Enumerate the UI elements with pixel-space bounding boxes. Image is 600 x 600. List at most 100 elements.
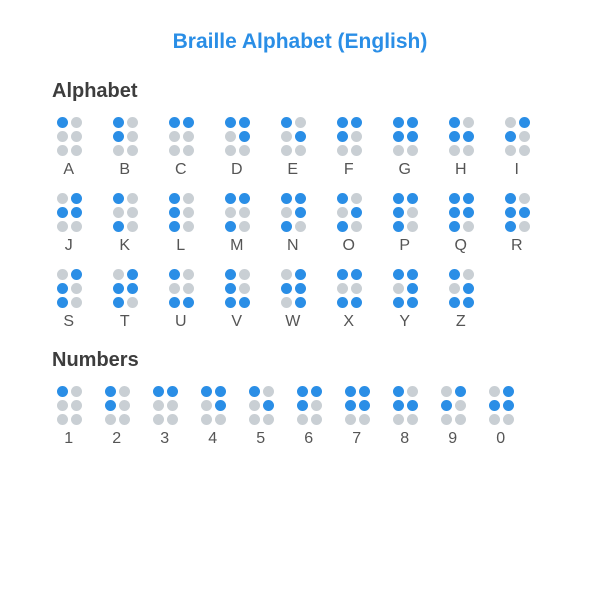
alphabet-cell: E — [274, 117, 312, 179]
alphabet-label: Z — [456, 313, 466, 331]
dot-raised — [127, 283, 138, 294]
dot-raised — [215, 400, 226, 411]
braille-pattern — [225, 117, 250, 156]
dot-raised — [239, 193, 250, 204]
dot-raised — [463, 207, 474, 218]
dot-raised — [393, 131, 404, 142]
alphabet-label: L — [176, 237, 185, 255]
dot-raised — [359, 400, 370, 411]
dot-raised — [225, 269, 236, 280]
dot-flat — [463, 145, 474, 156]
braille-pattern — [57, 117, 82, 156]
dot-raised — [57, 207, 68, 218]
dot-raised — [57, 297, 68, 308]
alphabet-cell: P — [386, 193, 424, 255]
number-label: 8 — [400, 430, 409, 448]
alphabet-label: B — [119, 161, 130, 179]
alphabet-cell: D — [218, 117, 256, 179]
dot-raised — [169, 193, 180, 204]
alphabet-label: U — [175, 313, 187, 331]
dot-raised — [225, 193, 236, 204]
dot-raised — [225, 297, 236, 308]
dot-raised — [505, 193, 516, 204]
dot-raised — [167, 386, 178, 397]
alphabet-label: O — [343, 237, 356, 255]
dot-raised — [351, 269, 362, 280]
dot-flat — [351, 131, 362, 142]
dot-raised — [449, 297, 460, 308]
alphabet-label: I — [515, 161, 520, 179]
dot-raised — [113, 297, 124, 308]
dot-raised — [113, 193, 124, 204]
dot-flat — [57, 400, 68, 411]
dot-flat — [71, 131, 82, 142]
dot-flat — [71, 414, 82, 425]
alphabet-label: V — [231, 313, 242, 331]
alphabet-cell: L — [162, 193, 200, 255]
dot-flat — [169, 283, 180, 294]
dot-raised — [71, 269, 82, 280]
dot-raised — [505, 221, 516, 232]
dot-flat — [455, 400, 466, 411]
dot-raised — [393, 221, 404, 232]
dot-flat — [127, 117, 138, 128]
alphabet-label: H — [455, 161, 467, 179]
dot-flat — [239, 283, 250, 294]
dot-flat — [407, 207, 418, 218]
alphabet-cell: H — [442, 117, 480, 179]
dot-flat — [57, 221, 68, 232]
dot-flat — [239, 269, 250, 280]
dot-flat — [183, 193, 194, 204]
dot-flat — [393, 414, 404, 425]
dot-raised — [505, 207, 516, 218]
dot-flat — [127, 297, 138, 308]
dot-raised — [153, 386, 164, 397]
alphabet-label: P — [399, 237, 410, 255]
dot-raised — [239, 117, 250, 128]
dot-flat — [57, 131, 68, 142]
section-heading-alphabet: Alphabet — [52, 80, 550, 103]
braille-pattern — [337, 193, 362, 232]
dot-raised — [449, 269, 460, 280]
dot-raised — [489, 400, 500, 411]
dot-raised — [215, 386, 226, 397]
dot-raised — [503, 400, 514, 411]
braille-pattern — [113, 117, 138, 156]
number-cell: 8 — [386, 386, 424, 448]
dot-flat — [281, 269, 292, 280]
dot-raised — [359, 386, 370, 397]
braille-pattern — [393, 193, 418, 232]
dot-raised — [463, 283, 474, 294]
alphabet-label: M — [230, 237, 244, 255]
braille-pattern — [57, 386, 82, 425]
dot-flat — [281, 131, 292, 142]
alphabet-label: W — [285, 313, 301, 331]
number-cell: 3 — [146, 386, 184, 448]
alphabet-label: X — [343, 313, 354, 331]
dot-raised — [337, 131, 348, 142]
braille-pattern — [489, 386, 514, 425]
alphabet-label: J — [65, 237, 74, 255]
braille-pattern — [225, 193, 250, 232]
dot-flat — [71, 221, 82, 232]
alphabet-cell: U — [162, 269, 200, 331]
dot-flat — [249, 400, 260, 411]
dot-flat — [337, 207, 348, 218]
dot-raised — [113, 117, 124, 128]
dot-flat — [167, 400, 178, 411]
dot-raised — [393, 297, 404, 308]
dot-raised — [345, 386, 356, 397]
dot-flat — [295, 117, 306, 128]
braille-pattern — [153, 386, 178, 425]
alphabet-cell: W — [274, 269, 312, 331]
dot-raised — [201, 386, 212, 397]
dot-raised — [71, 207, 82, 218]
dot-raised — [449, 193, 460, 204]
number-label: 0 — [496, 430, 505, 448]
dot-raised — [105, 400, 116, 411]
dot-flat — [71, 283, 82, 294]
dot-flat — [281, 145, 292, 156]
dot-flat — [351, 221, 362, 232]
dot-flat — [113, 207, 124, 218]
number-label: 9 — [448, 430, 457, 448]
